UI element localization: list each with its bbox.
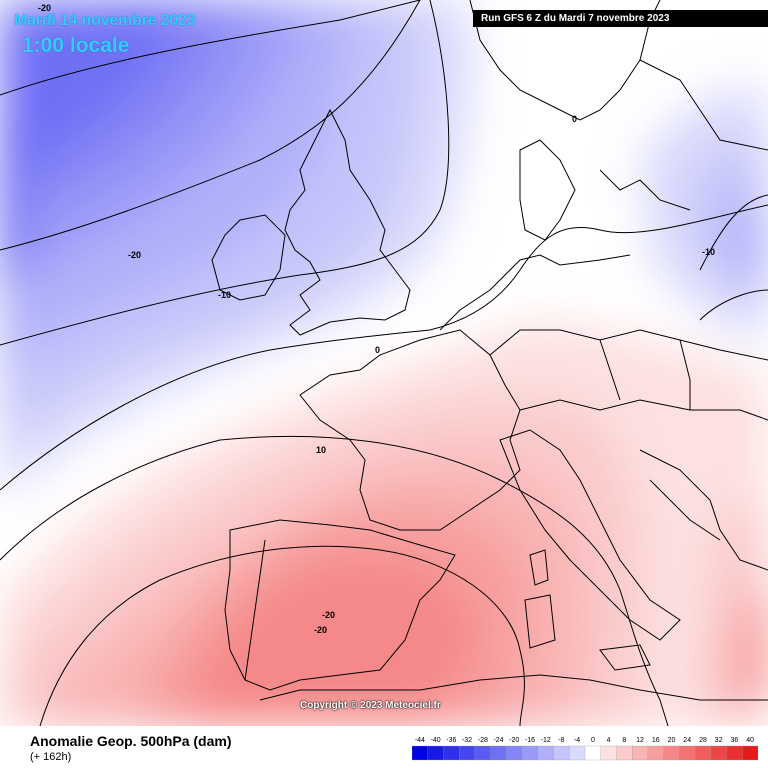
legend-tick-label: -44 (415, 737, 425, 744)
legend-color-swatch (412, 745, 429, 761)
legend-tick-label: 28 (699, 737, 707, 744)
legend-tick-label: 12 (636, 737, 644, 744)
legend-tick-label: 8 (622, 737, 626, 744)
legend-tick-label: -40 (431, 737, 441, 744)
legend-color-swatch (647, 745, 665, 761)
lead-time: (+ 162h) (30, 751, 72, 763)
legend-color-swatch (506, 745, 523, 761)
contour-label: -20 (322, 610, 335, 620)
legend-tick-label: 40 (746, 737, 754, 744)
legend-tick-label: -28 (478, 737, 488, 744)
legend-color-swatch (694, 745, 712, 761)
forecast-local-time: 1:00 locale (22, 34, 130, 57)
contour-label: -10 (702, 247, 715, 257)
legend-color-swatch (537, 745, 554, 761)
anomaly-shading (0, 0, 768, 726)
legend-tick-label: -4 (574, 737, 580, 744)
legend-color-swatch (569, 745, 586, 761)
legend-tick-label: 16 (652, 737, 660, 744)
model-run-info: Run GFS 6 Z du Mardi 7 novembre 2023 (473, 10, 768, 27)
legend-color-swatch (490, 745, 507, 761)
contour-label: -10 (218, 290, 231, 300)
contour-label: -20 (128, 250, 141, 260)
contour-label: 0 (572, 114, 577, 124)
legend-color-swatch (521, 745, 539, 761)
legend-color-swatch (600, 745, 617, 761)
legend-color-swatch (474, 745, 492, 761)
legend-tick-label: -12 (541, 737, 551, 744)
contour-labels: -20 -20 -10 0 0 10 -20 -20 -10 (38, 3, 715, 635)
field-title: Anomalie Geop. 500hPa (dam) (30, 733, 232, 749)
legend-tick-label: -20 (509, 737, 519, 744)
legend-color-swatch (679, 745, 696, 761)
legend-color-swatch (632, 745, 649, 761)
legend-tick-label: 20 (668, 737, 676, 744)
legend-color-swatch (710, 745, 727, 761)
legend-color-swatch (553, 745, 570, 761)
legend-tick-label: -16 (525, 737, 535, 744)
legend-tick-label: 0 (591, 737, 595, 744)
legend-color-swatch (459, 745, 476, 761)
legend-color-swatch (584, 745, 602, 761)
legend-tick-label: -24 (493, 737, 503, 744)
contour-label: 10 (316, 445, 326, 455)
contour-label: -20 (38, 3, 51, 13)
color-scale-legend: -44 -40 -36 -32 -28 -24 -20 -16 -12 -8 -4 0 4 8 12 16 20… (412, 737, 758, 761)
geopotential-anomaly-map: -20 -20 -10 0 0 10 -20 -20 -10 (0, 0, 768, 726)
legend-tick-label: 32 (715, 737, 723, 744)
legend-tick-label: 24 (683, 737, 691, 744)
legend-tick-label: 36 (731, 737, 739, 744)
contour-label: -20 (314, 625, 327, 635)
legend-color-swatch (443, 745, 460, 761)
copyright-notice: Copyright © 2023 Meteociel.fr (300, 700, 441, 711)
legend-tick-label: 4 (607, 737, 611, 744)
legend-color-swatch (616, 745, 633, 761)
coastlines (211, 0, 768, 701)
run-info-text: Run GFS 6 Z du Mardi 7 novembre 2023 (481, 13, 670, 24)
legend-color-swatch (726, 745, 743, 761)
geopotential-contours (0, 0, 768, 726)
legend-color-swatch (427, 745, 444, 761)
legend-color-swatch (663, 745, 680, 761)
contour-label: 0 (375, 345, 380, 355)
legend-color-swatch (742, 745, 758, 761)
legend-tick-label: -32 (462, 737, 472, 744)
legend-tick-label: -8 (558, 737, 564, 744)
legend-tick-label: -36 (446, 737, 456, 744)
forecast-date: Mardi 14 novembre 2023 (14, 12, 196, 29)
